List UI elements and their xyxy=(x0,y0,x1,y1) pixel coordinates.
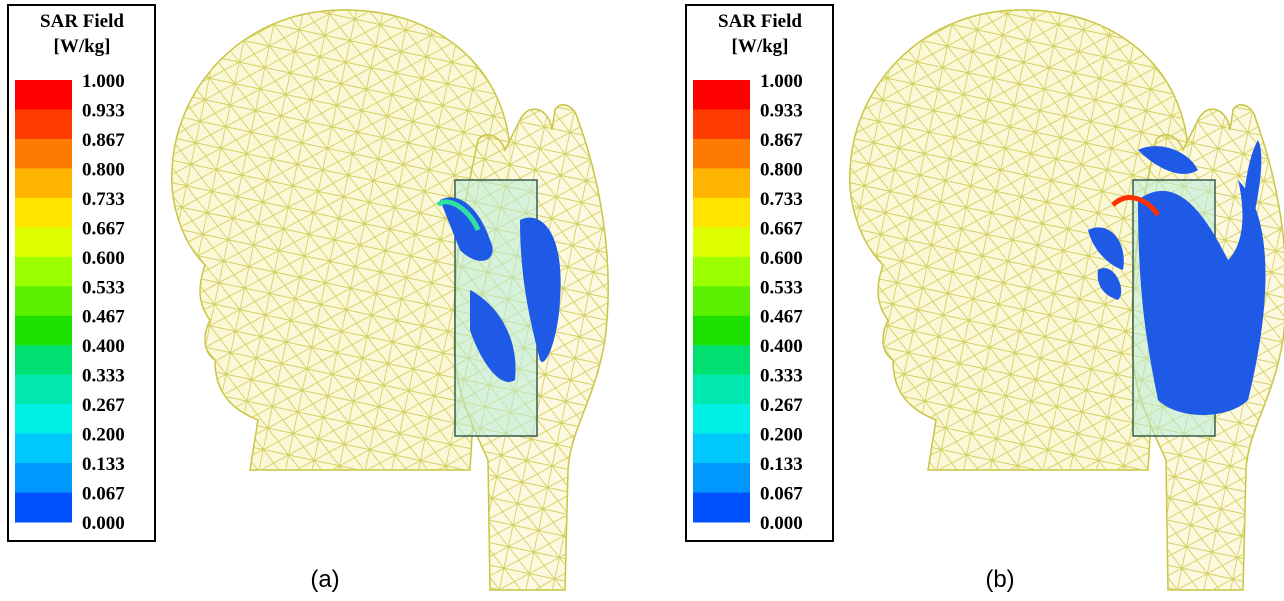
panel-caption: (a) xyxy=(310,566,339,593)
legend-label: 1.000 xyxy=(82,71,125,92)
legend-label: 0.467 xyxy=(82,307,125,328)
panel-b-drawing xyxy=(850,10,1284,590)
legend-label: 0.200 xyxy=(82,425,125,446)
color-swatch xyxy=(15,375,72,405)
legend-label: 0.400 xyxy=(760,336,803,357)
legend-label: 0.067 xyxy=(760,484,803,505)
color-swatch xyxy=(15,80,72,110)
color-swatch xyxy=(693,463,750,493)
color-swatch xyxy=(15,198,72,228)
color-swatch xyxy=(693,109,750,139)
legend-label: 0.000 xyxy=(82,513,125,534)
legend-label: 0.000 xyxy=(760,513,803,534)
legend-title: SAR Field xyxy=(718,11,802,32)
legend-label: 0.400 xyxy=(82,336,125,357)
color-swatch xyxy=(15,345,72,375)
legend-label: 0.933 xyxy=(760,100,803,121)
color-swatch xyxy=(693,257,750,287)
color-swatch xyxy=(15,463,72,493)
color-swatch xyxy=(15,227,72,257)
legend-label: 0.933 xyxy=(82,100,125,121)
color-swatch xyxy=(15,139,72,169)
legend-label: 0.467 xyxy=(760,307,803,328)
legend-label: 0.333 xyxy=(760,366,803,387)
color-swatch xyxy=(15,316,72,346)
panel-a-drawing xyxy=(172,10,608,590)
color-swatch xyxy=(15,404,72,434)
legend-label: 0.333 xyxy=(82,366,125,387)
figure: SAR Field [W/kg] 1.000 0.933 0.867 0.800 0.733… xyxy=(0,0,1284,601)
color-swatch xyxy=(693,139,750,169)
color-swatch xyxy=(15,109,72,139)
legend-label: 1.000 xyxy=(760,71,803,92)
color-swatch xyxy=(693,168,750,198)
legend-label: 0.600 xyxy=(760,248,803,269)
legend-label: 0.733 xyxy=(760,189,803,210)
color-swatch xyxy=(693,404,750,434)
legend-label: 0.733 xyxy=(82,189,125,210)
legend-title: SAR Field xyxy=(40,11,124,32)
color-swatch xyxy=(15,434,72,464)
color-swatch xyxy=(693,80,750,110)
legend-label: 0.267 xyxy=(82,395,125,416)
colorbar-legend: SAR Field [W/kg] 1.000 0.933 0.867 0.800 0.733… xyxy=(8,5,155,541)
color-swatch xyxy=(693,434,750,464)
color-swatch xyxy=(693,198,750,228)
color-swatch xyxy=(693,316,750,346)
legend-label: 0.800 xyxy=(82,159,125,180)
color-swatch xyxy=(15,257,72,287)
legend-label: 0.867 xyxy=(82,130,125,151)
color-swatch xyxy=(693,345,750,375)
colorbar-legend: SAR Field [W/kg] 1.000 0.933 0.867 0.800 0.733… xyxy=(686,5,833,541)
color-swatch xyxy=(693,227,750,257)
legend-label: 0.867 xyxy=(760,130,803,151)
legend-label: 0.133 xyxy=(760,454,803,475)
color-swatch xyxy=(693,493,750,523)
legend-title: [W/kg] xyxy=(732,36,789,57)
color-swatch xyxy=(693,286,750,316)
legend-label: 0.067 xyxy=(82,484,125,505)
color-swatch xyxy=(15,286,72,316)
legend-label: 0.667 xyxy=(760,218,803,239)
panel-caption: (b) xyxy=(985,566,1014,593)
legend-title: [W/kg] xyxy=(54,36,111,57)
color-swatch xyxy=(15,493,72,523)
legend-label: 0.667 xyxy=(82,218,125,239)
legend-label: 0.533 xyxy=(760,277,803,298)
legend-label: 0.533 xyxy=(82,277,125,298)
legend-label: 0.267 xyxy=(760,395,803,416)
legend-label: 0.800 xyxy=(760,159,803,180)
color-swatch xyxy=(15,168,72,198)
legend-label: 0.133 xyxy=(82,454,125,475)
legend-label: 0.200 xyxy=(760,425,803,446)
legend-label: 0.600 xyxy=(82,248,125,269)
color-swatch xyxy=(693,375,750,405)
